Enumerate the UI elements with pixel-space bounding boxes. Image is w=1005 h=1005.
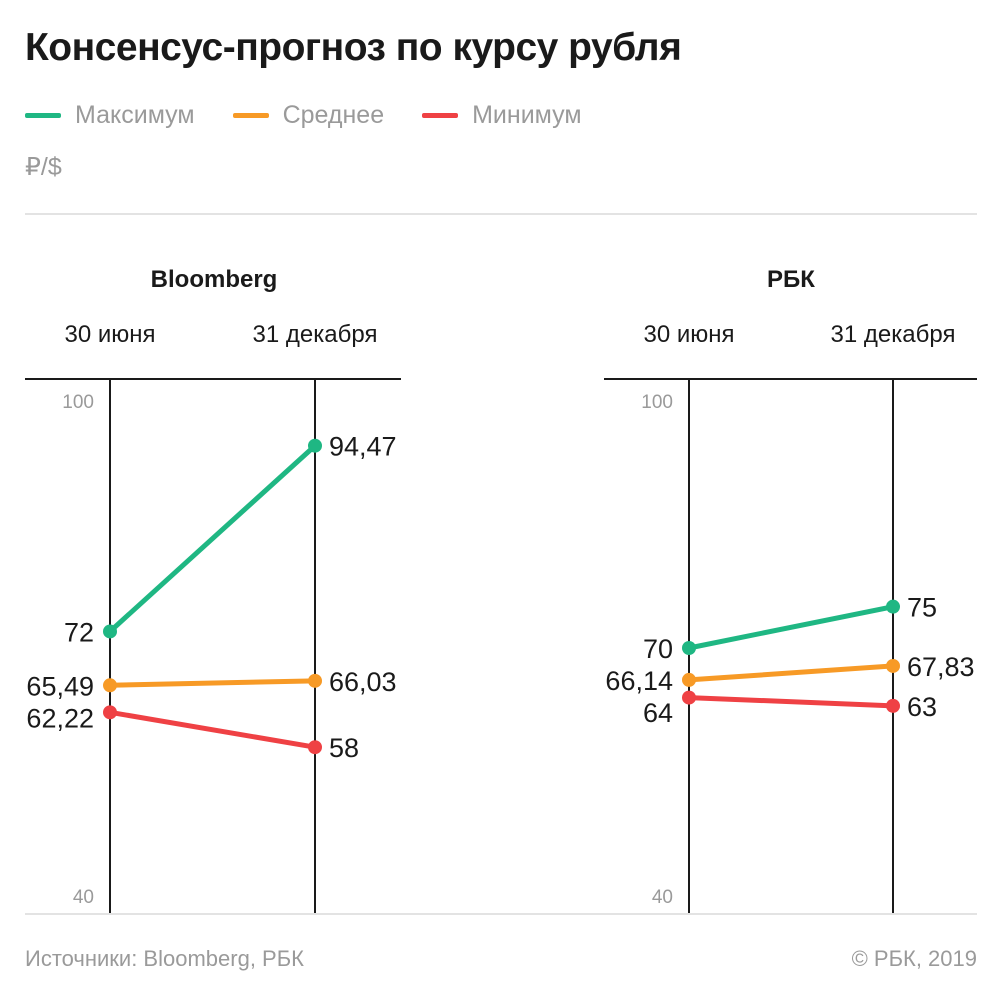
panel-1-line-mean (107, 678, 318, 688)
panel-2-point-max-start (682, 641, 696, 655)
unit-label: ₽/$ (25, 153, 62, 181)
legend-item-min: Минимум (422, 100, 582, 130)
panel-2-title: РБК (767, 266, 815, 293)
legend-label-mean: Среднее (282, 100, 385, 129)
panel-1-point-max-start (103, 624, 117, 639)
legend-label-min: Минимум (472, 100, 582, 129)
legend-item-max: Максимум (25, 101, 195, 130)
chart-title: Консенсус-прогноз по курсу рубля (25, 26, 682, 69)
panel-2-value-label-min-start: 64 (643, 698, 673, 728)
panel-2-point-min-end (886, 698, 900, 713)
panel-2-value-label-mean-end: 67,83 (907, 652, 975, 682)
panel-2-line-max (686, 604, 896, 651)
panel-2-line-min (686, 695, 896, 709)
panel-1-value-label-max-end: 94,47 (329, 432, 397, 462)
panel-1-value-label-min-start: 62,22 (26, 703, 94, 733)
panel-1-value-label-mean-end: 66,03 (329, 667, 397, 697)
legend-item-mean: Среднее (232, 100, 385, 130)
panel-1-point-min-end (308, 740, 322, 755)
panel-2-point-mean-start (682, 672, 696, 687)
footer-source: Источники: Bloomberg, РБК (25, 946, 304, 971)
panel-2-x-label-2: 31 декабря (831, 321, 956, 348)
panel-1-x-label-2: 31 декабря (253, 321, 378, 348)
panel-1-point-min-start (103, 705, 117, 720)
legend-swatch-min (422, 112, 459, 118)
panel-2-value-label-max-start: 70 (643, 634, 673, 664)
panel-2-point-min-start (682, 690, 696, 705)
panel-1-point-mean-start (103, 678, 117, 693)
panel-1-point-max-end (308, 438, 322, 453)
panel-1-tick-bottom: 40 (73, 887, 94, 908)
panel-2-tick-top: 100 (641, 392, 673, 413)
panel-1-tick-top: 100 (62, 392, 94, 413)
panel-1-value-label-max-start: 72 (64, 617, 94, 647)
panel-2-point-mean-end (886, 658, 900, 673)
panel-1-x-label-1: 30 июня (64, 321, 155, 348)
panel-1-point-mean-end (308, 673, 322, 688)
panel-2-x-label-1: 30 июня (643, 321, 734, 348)
panel-2-tick-bottom: 40 (652, 887, 673, 908)
legend: Максимум Среднее Минимум (25, 98, 620, 132)
panel-1-line-max (107, 443, 318, 634)
panel-2-line-mean (686, 663, 896, 683)
footer-copyright: © РБК, 2019 (851, 946, 977, 971)
panel-1-value-label-min-end: 58 (329, 733, 359, 763)
legend-swatch-mean (232, 112, 269, 118)
panel-2-point-max-end (886, 599, 900, 614)
panel-2-value-label-max-end: 75 (907, 593, 937, 623)
panel-2-value-label-mean-start: 66,14 (605, 666, 673, 696)
legend-swatch-max (25, 112, 61, 118)
panel-1-value-label-mean-start: 65,49 (26, 671, 94, 701)
panel-1-line-min (107, 709, 318, 750)
legend-label-max: Максимум (75, 100, 195, 129)
header-divider (25, 213, 977, 215)
panel-1-title: Bloomberg (151, 266, 278, 293)
panel-2-value-label-min-end: 63 (907, 692, 937, 722)
